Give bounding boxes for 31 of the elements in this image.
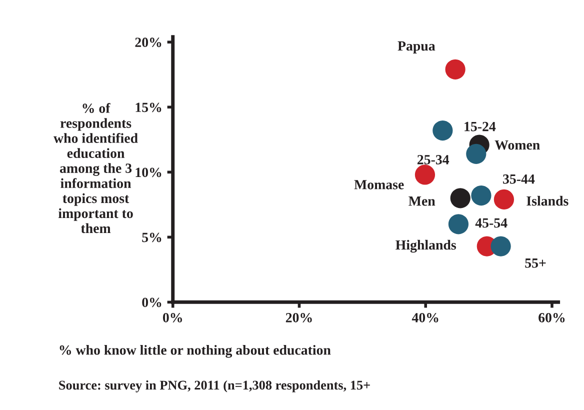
point (490, 236, 511, 256)
annotation: 45-54 (475, 218, 508, 228)
annotation: Highlands (396, 240, 456, 253)
y-tick-label: 10% (136, 168, 162, 178)
annotation: Papua (398, 41, 436, 54)
annotation: 35-44 (503, 174, 535, 184)
y-tick-label: 20% (135, 38, 162, 48)
point (432, 120, 453, 141)
x-tick-label: 20% (286, 312, 312, 322)
point (466, 144, 486, 164)
point (448, 214, 469, 234)
annotation: Women (494, 140, 540, 150)
source-note: Source: survey in PNG, 2011 (n=1,308 respondents, 15+ (59, 380, 370, 392)
x-axis-title: % who know little or nothing about education (60, 345, 331, 358)
annotation: Islands (526, 196, 568, 206)
point (445, 59, 466, 80)
x-tick-label: 60% (538, 312, 565, 322)
annotation: Momase (354, 180, 404, 190)
point (450, 188, 470, 208)
annotation: 25-34 (417, 155, 450, 164)
annotation: 15-24 (464, 122, 496, 132)
point (414, 164, 436, 185)
annotation: Men (408, 196, 436, 206)
x-tick-label: 0% (162, 312, 182, 322)
x-tick-label: 40% (412, 312, 438, 322)
annotation: 55+ (525, 258, 546, 268)
y-tick-label: 0% (142, 298, 162, 308)
y-tick-label: 15% (136, 102, 162, 112)
point (471, 185, 492, 206)
y-tick-label: 5% (142, 232, 162, 242)
point (494, 189, 514, 210)
